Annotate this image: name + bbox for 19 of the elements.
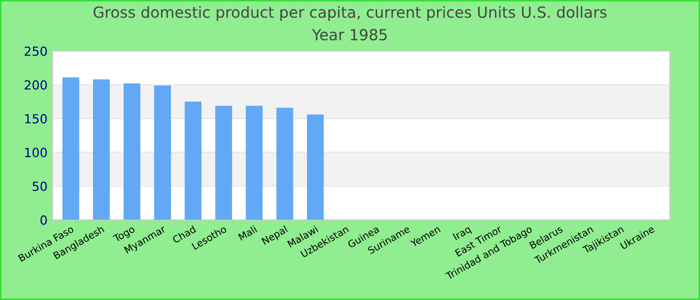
- bar: [215, 106, 232, 220]
- bar: [306, 114, 324, 220]
- x-tick-label: Iraq: [452, 225, 472, 242]
- y-tick-label: 150: [25, 114, 47, 124]
- y-tick-label: 200: [24, 80, 47, 90]
- bar: [124, 83, 140, 220]
- y-tick-label: 50: [32, 182, 47, 192]
- chart-subtitle: Year 1985: [312, 28, 387, 40]
- chart-title: Gross domestic product per capita, current prices Units U.S. dollars: [94, 6, 607, 21]
- y-tick-label: 100: [25, 148, 47, 158]
- bar: [62, 77, 80, 220]
- bar: [276, 108, 294, 220]
- bar: [154, 85, 171, 220]
- bar: [184, 102, 202, 220]
- y-tick-label: 250: [24, 46, 47, 56]
- bar: [93, 79, 110, 220]
- bar: [246, 106, 263, 220]
- y-tick-label: 0: [40, 215, 47, 225]
- x-tick-label: Mali: [238, 225, 258, 241]
